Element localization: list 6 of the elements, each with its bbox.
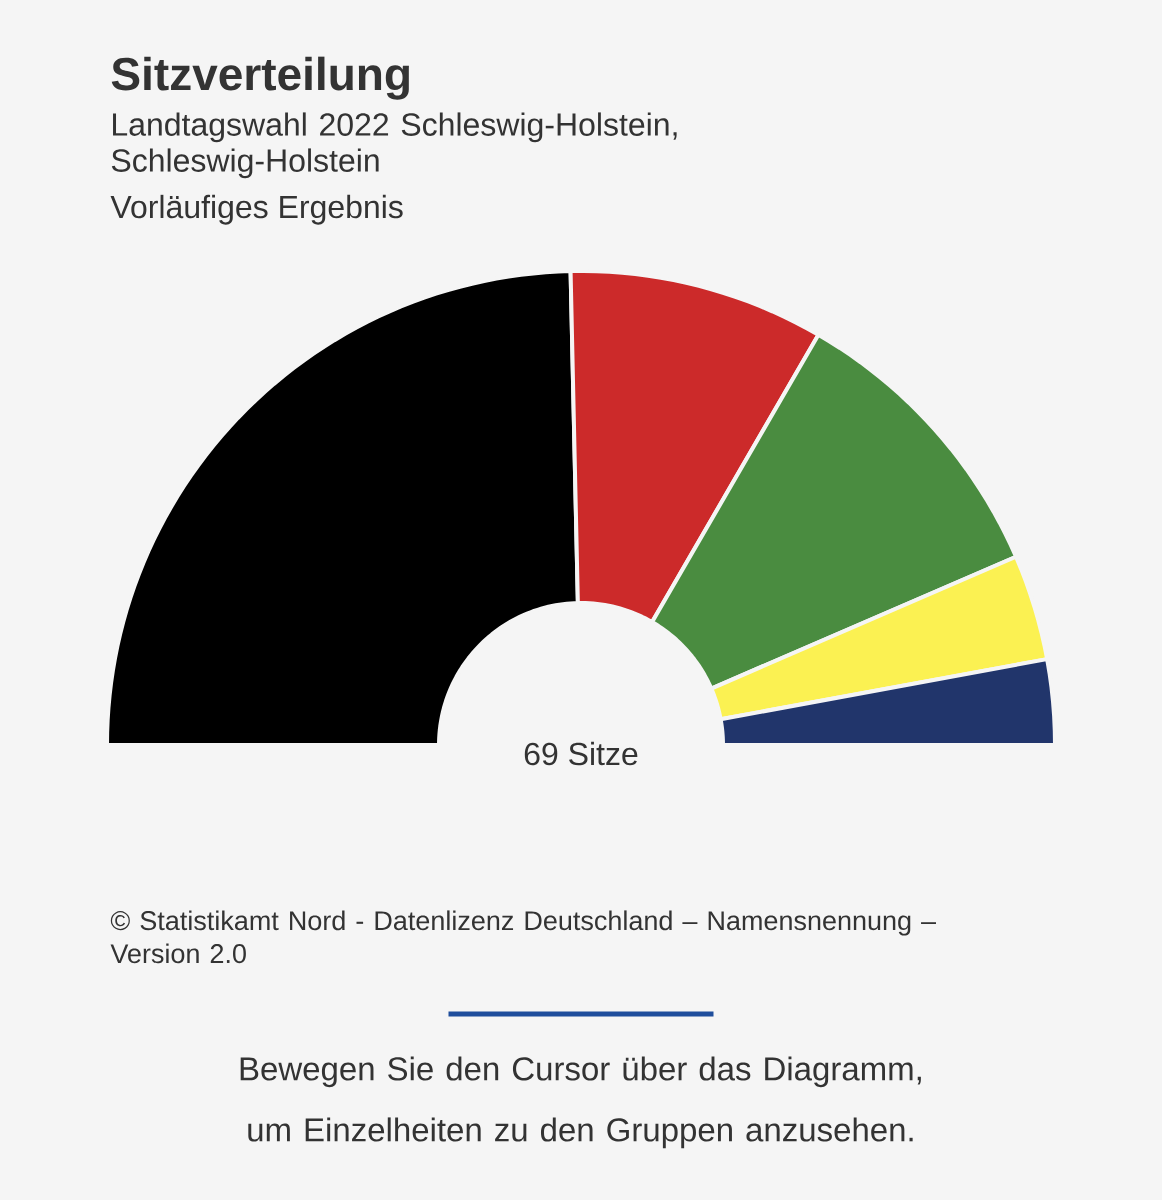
chart-title: Sitzverteilung [111, 56, 409, 100]
chart-subtitle: Landtagswahl 2022 Schleswig-Holstein, Schleswig-Holstein [111, 112, 677, 179]
text: 69 Sitze [524, 741, 638, 766]
text: © Statistikamt Nord - Datenlizenz Deutschland – Namensnennung – Version 2.0 [110, 910, 937, 964]
text: Vorläufiges Ergebnis [110, 194, 403, 225]
text: Bewegen Sie den Cursor über das Diagramm, um Einzelheiten zu den Gruppen anzusehen. [240, 1056, 921, 1149]
